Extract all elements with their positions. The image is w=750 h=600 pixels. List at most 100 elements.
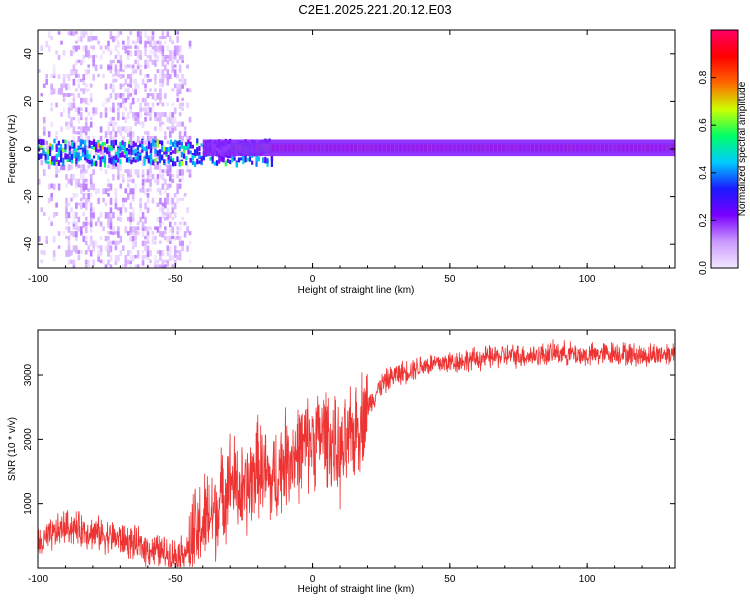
spectrogram-cell <box>181 54 184 60</box>
spectrogram-cell <box>89 173 93 181</box>
spectrogram-cell <box>108 157 111 164</box>
spectrogram-cell <box>126 126 130 134</box>
spectrogram-cell <box>67 221 71 225</box>
spectrogram-cell <box>144 202 147 210</box>
spectrogram-cell <box>173 116 177 124</box>
spectrogram-cell <box>270 156 274 162</box>
spectrogram-cell <box>97 74 100 78</box>
spectrogram-cell <box>70 153 74 160</box>
spectrogram-cell <box>136 97 140 103</box>
spectrogram-cell <box>122 135 125 141</box>
spectrogram-cell <box>152 161 155 166</box>
spectrogram-cell <box>181 83 184 89</box>
spectrogram-cell <box>114 139 118 146</box>
spectrogram-cell <box>173 202 177 210</box>
spectrogram-cell <box>57 54 61 60</box>
spectrogram-cell <box>72 245 76 252</box>
spectrogram-cell <box>176 197 179 204</box>
spectrogram-cell <box>185 142 188 147</box>
spectrogram-cell <box>226 154 230 159</box>
spectrogram-cell <box>171 116 175 122</box>
spectrogram-cell <box>139 121 142 125</box>
spectrogram-cell <box>144 216 147 224</box>
spectrogram-cell <box>171 202 175 207</box>
spectrogram-cell <box>159 97 162 104</box>
spectrogram-cell <box>52 69 56 76</box>
spectrogram-cell <box>171 254 175 261</box>
spectrogram-cell <box>154 74 157 80</box>
spectrogram-cell <box>146 93 150 99</box>
spectrogram-cell <box>72 50 76 54</box>
spectrogram-cell <box>75 231 78 238</box>
spectrogram-cell <box>117 151 120 158</box>
spectrogram-cell <box>126 54 130 61</box>
spectrogram-cell <box>129 31 133 35</box>
spectrogram-cell <box>231 155 234 160</box>
spectrogram-cell <box>181 59 184 63</box>
spectrogram-cell <box>164 178 167 185</box>
spectrogram-cell <box>161 146 164 151</box>
spectrogram-x-tick-label: -100 <box>28 274 48 285</box>
spectrogram-cell <box>104 202 108 206</box>
spectrogram-cell <box>130 149 133 155</box>
spectrogram-cell <box>77 93 81 98</box>
spectrogram-cell <box>244 154 247 159</box>
spectrogram-cell <box>117 173 120 180</box>
spectrogram-cell <box>97 216 100 223</box>
spectrogram-cell <box>121 144 124 150</box>
spectrogram-cell <box>123 154 126 158</box>
spectrogram-cell <box>129 135 133 143</box>
spectrogram-cell <box>186 164 189 171</box>
spectrogram-cell <box>150 148 153 153</box>
spectrogram-cell <box>123 143 126 150</box>
spectrogram-cell <box>161 59 165 67</box>
spectrogram-cell <box>151 145 155 150</box>
spectrogram-cell <box>89 212 93 218</box>
spectrogram-cell <box>77 45 81 50</box>
spectrogram-cell <box>178 169 182 176</box>
spectrogram-cell <box>99 143 102 148</box>
spectrogram-cell <box>146 193 150 198</box>
spectrogram-cell <box>131 197 135 202</box>
spectrogram-cell <box>166 216 170 221</box>
spectrogram-cell <box>107 183 110 188</box>
spectrogram-cell <box>218 153 221 159</box>
spectrogram-cell <box>180 160 183 166</box>
spectrogram-cell <box>81 152 85 157</box>
spectrogram-cell <box>119 183 123 189</box>
spectrogram-cell <box>50 197 53 202</box>
spectrogram-cell <box>156 116 160 122</box>
spectrogram-cell <box>101 158 104 163</box>
spectrogram-cell <box>129 126 133 132</box>
spectrogram-cell <box>117 107 120 112</box>
spectrogram-cell <box>67 93 71 97</box>
spectrogram-cell <box>144 107 147 114</box>
spectrogram-cell <box>131 226 135 232</box>
spectrogram-cell <box>114 78 118 83</box>
spectrogram-cell <box>181 121 184 127</box>
spectrogram-cell <box>97 245 100 249</box>
spectrogram-cell <box>146 207 150 214</box>
spectrogram-cell <box>42 131 46 136</box>
spectrogram-cell <box>124 259 128 266</box>
spectrogram-cell <box>77 126 81 130</box>
spectrogram-cell <box>129 131 133 137</box>
snr-y-axis: 1000 2000 3000 <box>23 363 675 515</box>
spectrogram-cell <box>60 164 63 171</box>
spectrogram-cell <box>121 151 124 158</box>
spectrogram-cell <box>75 131 78 135</box>
spectrogram-cell <box>209 157 212 161</box>
spectrogram-cell <box>114 64 118 72</box>
spectrogram-cell <box>117 40 120 48</box>
spectrogram-cell <box>50 193 53 198</box>
spectrogram-cell <box>97 40 100 45</box>
spectrogram-cell <box>89 207 93 212</box>
spectrogram-cell <box>178 160 181 167</box>
spectrogram-cell <box>80 197 83 202</box>
spectrogram-cell <box>75 178 78 186</box>
spectrogram-cell <box>173 107 177 115</box>
spectrogram-cell <box>270 161 274 167</box>
spectrogram-cell <box>150 159 153 165</box>
spectrogram-cell <box>176 74 179 79</box>
spectrogram-cell <box>139 202 142 209</box>
